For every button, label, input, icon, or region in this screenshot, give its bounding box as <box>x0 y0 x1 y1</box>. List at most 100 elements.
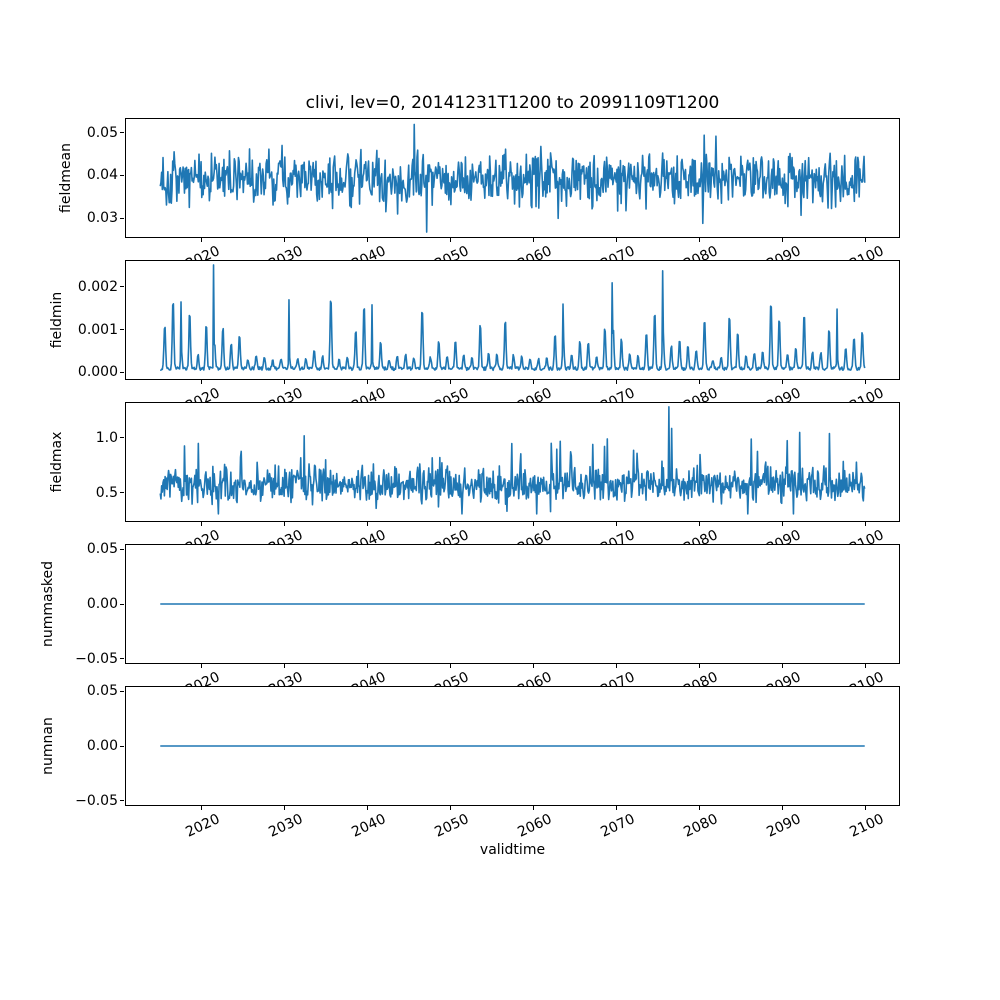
x-tick-mark <box>284 806 286 810</box>
y-axis-label-fieldmean: fieldmean <box>58 143 74 213</box>
y-tick-label: 0.001 <box>77 321 118 338</box>
y-tick-mark <box>120 286 124 288</box>
x-tick-mark <box>699 238 701 242</box>
plot-area-fieldmean <box>159 123 866 233</box>
y-tick-mark <box>120 800 124 802</box>
x-tick-mark <box>367 238 369 242</box>
x-tick-label: 2040 <box>349 811 389 841</box>
x-tick-mark <box>367 380 369 384</box>
chart-title: clivi, lev=0, 20141231T1200 to 20991109T… <box>305 93 720 113</box>
subplot-axes-numnan: −0.05 0.00 0.05 2020 2030 2040 2050 2060 2070 208… <box>40 683 900 841</box>
x-tick-mark <box>782 238 784 242</box>
y-tick-mark <box>120 548 124 550</box>
x-tick-label: 2030 <box>266 811 306 841</box>
y-tick-label: 0.05 <box>86 541 118 558</box>
x-tick-mark <box>533 238 535 242</box>
x-tick-mark <box>450 806 452 810</box>
x-tick-label: 2090 <box>764 811 804 841</box>
y-tick-label: 0.05 <box>86 683 118 700</box>
y-tick-label: 0.04 <box>86 167 118 184</box>
x-tick-label: 2020 <box>183 811 223 841</box>
x-tick-mark <box>450 664 452 668</box>
x-tick-label: 2070 <box>598 811 638 841</box>
y-tick-label: 0.00 <box>86 738 118 754</box>
data-line-fieldmax <box>159 406 866 515</box>
y-tick-mark <box>120 745 124 747</box>
y-tick-label: 0.000 <box>77 364 118 380</box>
x-tick-mark <box>450 238 452 242</box>
x-tick-mark <box>201 664 203 668</box>
plot-area-fieldmax <box>159 406 866 515</box>
y-tick-mark <box>120 603 124 605</box>
y-tick-label: −0.05 <box>75 650 118 667</box>
x-tick-mark <box>865 806 867 810</box>
data-line-fieldmin <box>160 264 866 372</box>
y-axis-label-numnan: numnan <box>40 717 56 775</box>
y-tick-label: 1.0 <box>95 429 118 446</box>
x-tick-mark <box>450 522 452 526</box>
y-tick-mark <box>120 371 124 373</box>
y-tick-mark <box>120 492 124 494</box>
y-axis-label-fieldmin: fieldmin <box>49 291 65 349</box>
y-tick-mark <box>120 658 124 660</box>
y-tick-label: 0.5 <box>95 484 118 501</box>
x-tick-mark <box>782 380 784 384</box>
x-tick-mark <box>865 664 867 668</box>
x-tick-mark <box>616 664 618 668</box>
plot-area-fieldmin <box>160 264 866 372</box>
x-tick-mark <box>699 522 701 526</box>
x-tick-mark <box>616 806 618 810</box>
plot-area-numnan <box>160 745 865 747</box>
y-tick-mark <box>120 217 124 219</box>
x-tick-mark <box>533 380 535 384</box>
x-axis-label: validtime <box>479 842 546 858</box>
x-tick-mark <box>616 238 618 242</box>
x-tick-mark <box>533 522 535 526</box>
data-line-fieldmean <box>159 123 866 233</box>
x-tick-mark <box>865 238 867 242</box>
y-tick-mark <box>120 174 124 176</box>
subplot-axes-fieldmax: 0.5 1.0 2020 2030 2040 2050 2060 2070 2080 2090 21… <box>49 402 900 557</box>
x-tick-label: 2100 <box>847 811 887 841</box>
x-tick-mark <box>865 380 867 384</box>
x-tick-mark <box>367 664 369 668</box>
y-tick-mark <box>120 437 124 439</box>
x-tick-mark <box>367 806 369 810</box>
x-tick-mark <box>533 806 535 810</box>
x-tick-label: 2060 <box>515 811 555 841</box>
y-tick-label: 0.03 <box>86 210 118 226</box>
y-tick-label: 0.00 <box>86 596 118 612</box>
x-tick-mark <box>533 664 535 668</box>
subplot-axes-fieldmin: 0.000 0.001 0.002 2020 2030 2040 2050 2060 2070 2… <box>49 260 900 415</box>
subplot-axes-fieldmean: 0.03 0.04 0.05 2020 2030 2040 2050 2060 2070 2080… <box>58 118 900 273</box>
subplot-axes-nummasked: −0.05 0.00 0.05 2020 2030 2040 2050 2060 2070 208… <box>40 541 900 699</box>
x-tick-mark <box>450 380 452 384</box>
x-tick-mark <box>699 806 701 810</box>
x-tick-mark <box>616 522 618 526</box>
y-axis-label-fieldmax: fieldmax <box>49 431 65 493</box>
x-tick-mark <box>284 238 286 242</box>
x-tick-mark <box>367 522 369 526</box>
x-tick-mark <box>782 522 784 526</box>
x-tick-mark <box>616 380 618 384</box>
y-tick-label: 0.002 <box>77 278 118 295</box>
x-tick-mark <box>284 664 286 668</box>
x-tick-mark <box>699 380 701 384</box>
x-tick-mark <box>782 664 784 668</box>
x-tick-mark <box>201 806 203 810</box>
y-axis-label-nummasked: nummasked <box>40 560 56 648</box>
x-tick-mark <box>201 238 203 242</box>
x-tick-mark <box>699 664 701 668</box>
x-tick-mark <box>284 522 286 526</box>
x-tick-mark <box>201 522 203 526</box>
x-tick-label: 2080 <box>681 811 721 841</box>
x-tick-label: 2050 <box>432 811 472 841</box>
y-tick-label: 0.05 <box>86 124 118 141</box>
y-tick-label: −0.05 <box>75 792 118 809</box>
plot-area-nummasked <box>160 603 865 605</box>
y-tick-mark <box>120 329 124 330</box>
x-tick-mark <box>201 380 203 384</box>
x-tick-mark <box>284 380 286 384</box>
y-tick-mark <box>120 690 124 692</box>
